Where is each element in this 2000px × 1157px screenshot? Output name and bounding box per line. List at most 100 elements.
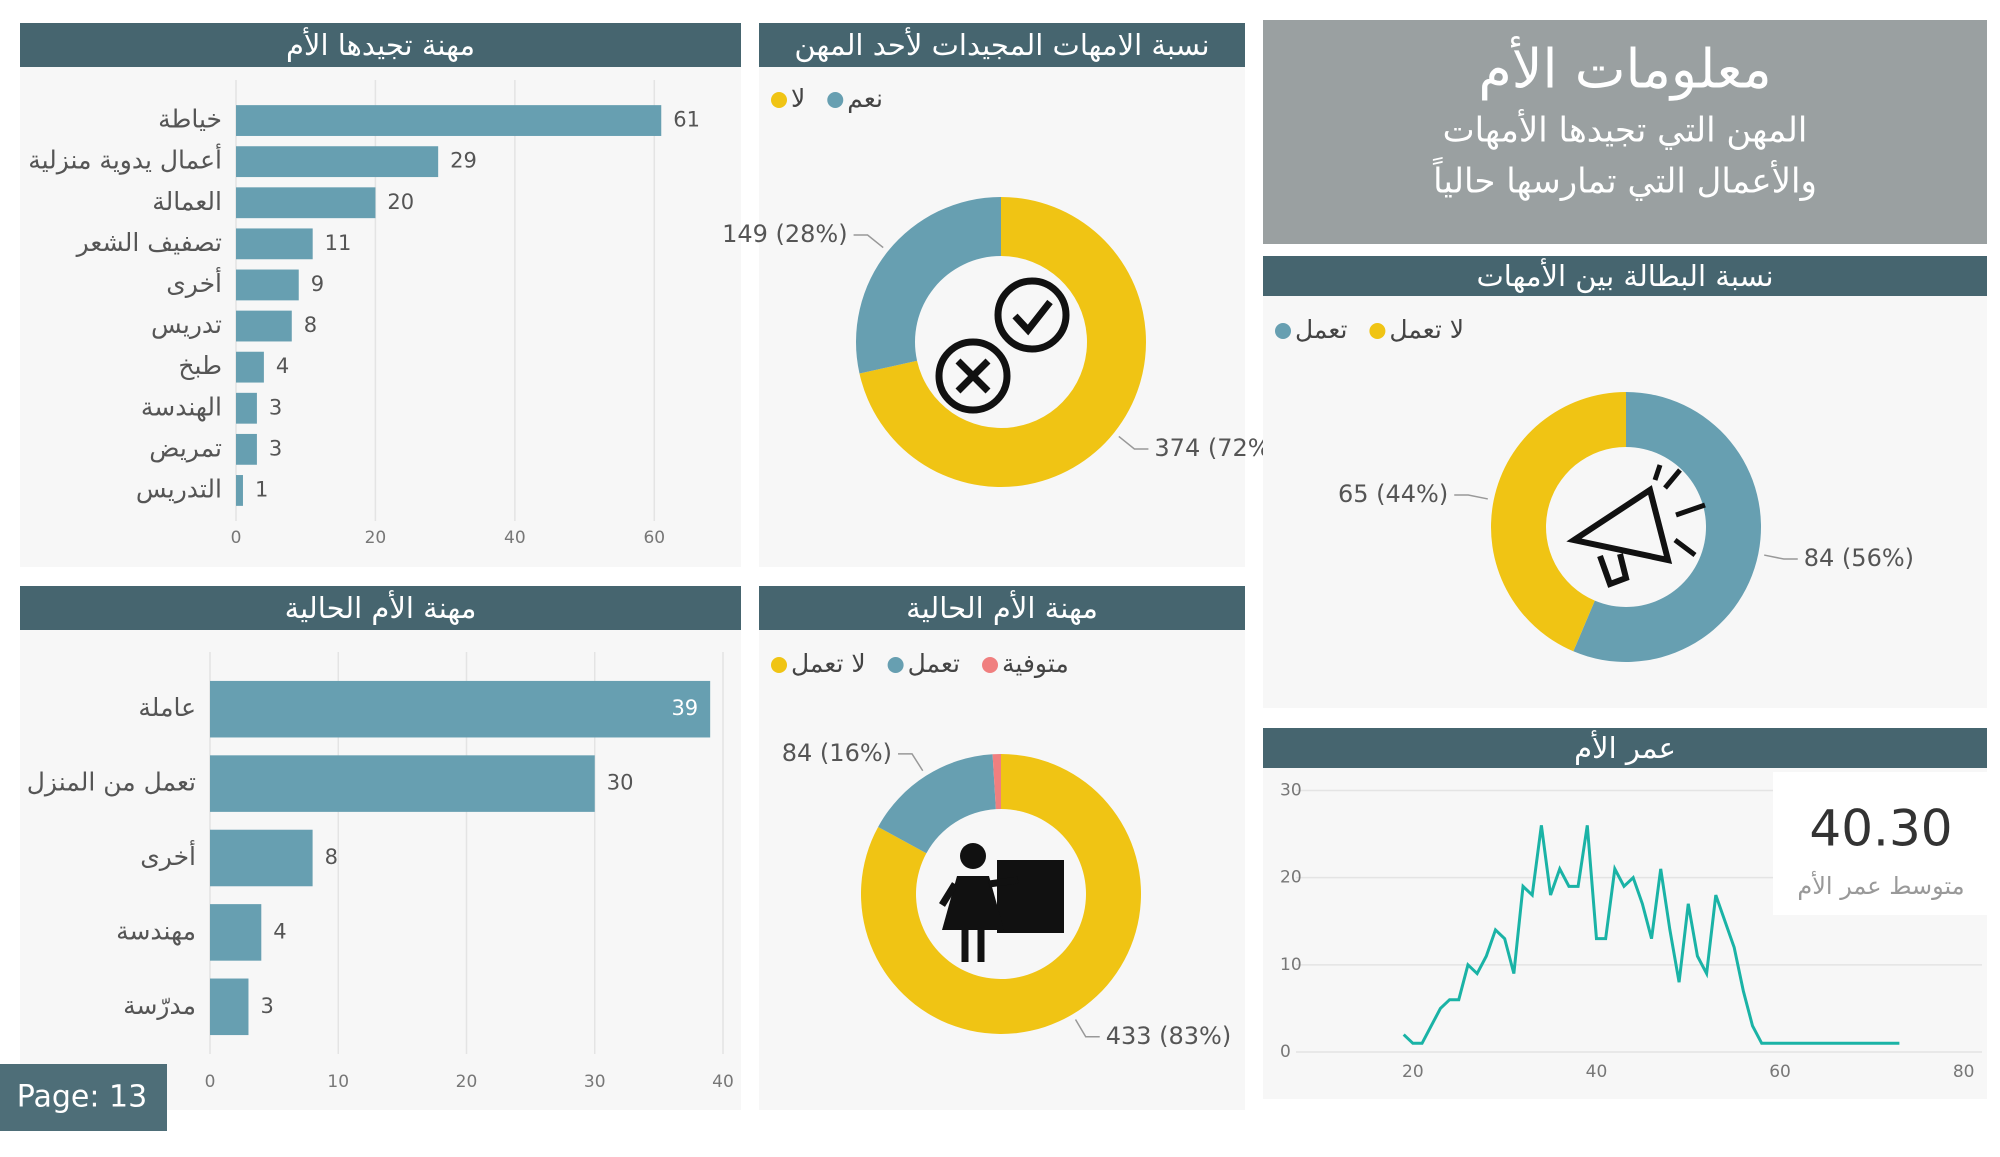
- megaphone-icon: [1566, 485, 1673, 588]
- value-label: 30: [607, 771, 634, 795]
- leader-line: [853, 234, 884, 249]
- x-tick-label: 40: [712, 1072, 734, 1092]
- x-tick-label: 20: [365, 528, 387, 548]
- value-label: 84 (16%): [782, 739, 892, 767]
- value-label: 61: [673, 108, 700, 132]
- page-badge: [0, 1064, 167, 1131]
- category-label: طبخ: [178, 351, 222, 381]
- leader-line: [1118, 435, 1149, 450]
- panel-bg: [20, 23, 741, 567]
- cross-icon: [955, 358, 991, 394]
- x-tick-label: 60: [643, 528, 665, 548]
- category-label: تدريس: [151, 310, 222, 339]
- category-label: عاملة: [138, 693, 196, 722]
- bar: [236, 351, 264, 383]
- category-label: التدريس: [136, 474, 222, 503]
- value-label: 29: [450, 149, 477, 173]
- value-label: 8: [325, 845, 338, 869]
- kpi-value: 40.30: [1809, 800, 1952, 858]
- x-tick-label: 80: [1953, 1062, 1975, 1082]
- check-icon: [994, 277, 1070, 353]
- category-label: أعمال يدوية منزلية: [28, 143, 222, 176]
- legend-swatch: [1369, 323, 1386, 339]
- donut-segment: [992, 754, 1001, 810]
- legend-swatch: [887, 657, 904, 673]
- donut-segment: [1573, 392, 1761, 662]
- x-tick-label: 40: [1586, 1062, 1608, 1082]
- value-label: 149 (28%): [722, 220, 848, 248]
- bar: [236, 433, 257, 465]
- megaphone-icon: [1652, 464, 1706, 557]
- bar: [236, 392, 257, 424]
- x-tick-label: 0: [231, 528, 242, 548]
- teacher-icon: [942, 876, 1004, 930]
- panel-title: عمر الأم: [1574, 729, 1676, 765]
- bar: [236, 269, 299, 301]
- bar: [236, 105, 662, 136]
- x-tick-label: 10: [327, 1072, 349, 1092]
- bar: [210, 978, 249, 1036]
- legend-label: لا تعمل: [1389, 315, 1464, 344]
- category-label: الهندسة: [141, 392, 222, 422]
- header-panel: معلومات الأم المهن التي تجيدها الأمهات و…: [1263, 20, 1987, 244]
- panel-title: نسبة البطالة بين الأمهات: [1476, 257, 1773, 293]
- donut-segment: [856, 197, 1001, 374]
- value-label: 4: [273, 919, 286, 943]
- x-tick-label: 20: [456, 1072, 478, 1092]
- category-label: أخرى: [166, 266, 222, 298]
- board-icon: [997, 860, 1064, 933]
- value-label: 1: [255, 477, 268, 501]
- check-icon: [1012, 299, 1053, 336]
- bar: [210, 904, 262, 961]
- panel-title: مهنة الأم الحالية: [906, 589, 1098, 625]
- icons: [935, 277, 1706, 962]
- legend-label: متوفية: [1002, 649, 1069, 678]
- bar: [236, 228, 313, 260]
- value-label: 11: [325, 231, 352, 255]
- teacher-icon: [939, 876, 1019, 962]
- panel-title: نسبة الامهات المجيدات لأحد المهن: [794, 26, 1209, 62]
- panel-header: [20, 586, 741, 630]
- value-label: 3: [269, 395, 282, 419]
- x-tick-label: 40: [504, 528, 526, 548]
- header-subtitle: والأعمال التي تمارسها حالياً: [1432, 156, 1817, 201]
- panel-header: [759, 586, 1245, 630]
- value-label: 20: [387, 190, 414, 214]
- bar: [236, 187, 376, 219]
- legend-label: تعمل: [908, 649, 960, 678]
- panel-header: [1263, 728, 1987, 768]
- line-series: [1402, 825, 1900, 1045]
- bar: [236, 475, 243, 506]
- leader-line: [1074, 1019, 1100, 1038]
- value-label: 433 (83%): [1106, 1022, 1232, 1050]
- legend-swatch: [982, 657, 999, 673]
- value-label: 3: [260, 994, 273, 1018]
- panel-header: [20, 23, 741, 67]
- header-title: معلومات الأم: [1478, 36, 1771, 101]
- x-tick-label: 30: [584, 1072, 606, 1092]
- category-label: خياطة: [158, 105, 222, 134]
- panel-title: مهنة تجيدها الأم: [286, 26, 475, 62]
- donut-segment: [878, 754, 996, 854]
- legend-label: تعمل: [1295, 315, 1347, 344]
- category-label: العمالة: [152, 187, 222, 216]
- bar: [236, 146, 439, 178]
- category-label: أخرى: [140, 839, 196, 871]
- teacher-icon: [960, 843, 986, 869]
- leader-line: [1764, 554, 1798, 560]
- legend-label: لا تعمل: [791, 649, 866, 678]
- kpi-card: [1773, 772, 1987, 915]
- bar: [210, 755, 595, 812]
- category-label: تمريض: [149, 433, 222, 462]
- header-bg: [1263, 20, 1987, 244]
- donut-segment: [859, 197, 1146, 487]
- leader-line: [898, 753, 924, 772]
- category-label: تعمل من المنزل: [27, 768, 196, 797]
- legend-label: لا: [791, 84, 805, 113]
- y-tick-label: 20: [1280, 868, 1302, 888]
- panel-bg: [20, 586, 741, 1110]
- bar: [210, 829, 313, 887]
- cross-icon: [935, 338, 1011, 414]
- value-label: 4: [276, 354, 289, 378]
- panel-title: مهنة الأم الحالية: [285, 589, 477, 625]
